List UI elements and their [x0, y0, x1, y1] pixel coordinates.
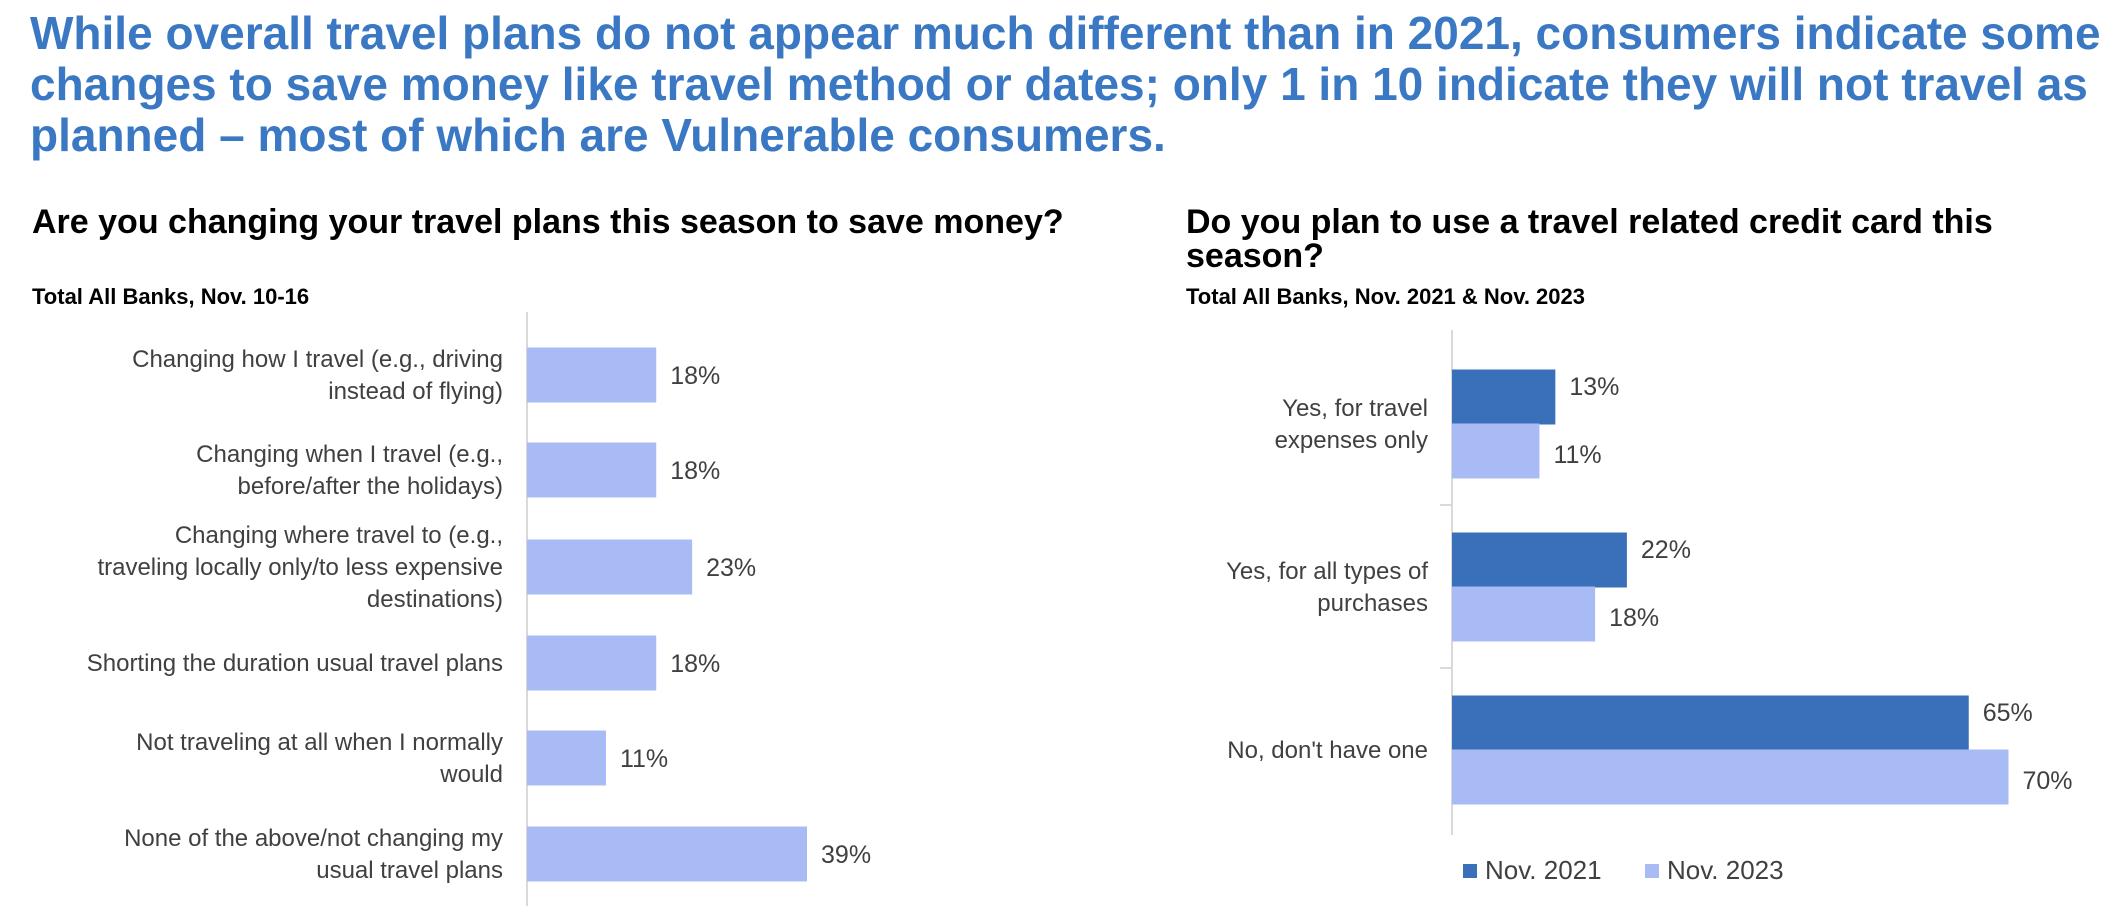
group-label-1: Yes, for travel expenses only	[1275, 395, 1428, 454]
bar-nov2021-2	[1452, 532, 1627, 588]
value-label-nov2023-3: 70%	[2023, 767, 2073, 795]
category-label-5-line: Not traveling at all when I normally	[136, 729, 503, 756]
bar-4	[527, 635, 657, 691]
category-label-6-line: None of the above/not changing my	[124, 825, 503, 852]
legend-swatch-2	[1645, 864, 1659, 878]
bar-1	[527, 347, 657, 403]
group-label-1-line: Yes, for travel	[1282, 395, 1428, 422]
group-label-3-line: No, don't have one	[1227, 737, 1428, 764]
left-chart-subtitle: Total All Banks, Nov. 10-16	[32, 284, 310, 309]
category-label-3: Changing where travel to (e.g., traveling…	[97, 522, 503, 613]
legend-swatch-1	[1463, 864, 1477, 878]
category-label-1: Changing how I travel (e.g., driving inst…	[132, 346, 503, 405]
bar-6	[527, 826, 808, 882]
category-label-3-line: Changing where travel to (e.g.,	[175, 522, 503, 549]
value-label-5: 11%	[620, 745, 668, 773]
category-label-5: Not traveling at all when I normally woul…	[136, 729, 503, 788]
group-label-2: Yes, for all types of purchases	[1226, 558, 1428, 617]
category-label-2: Changing when I travel (e.g., before/afte…	[196, 441, 503, 500]
bar-3	[527, 539, 693, 595]
legend-label-1: Nov. 2021	[1485, 855, 1602, 885]
value-label-nov2023-2: 18%	[1609, 604, 1659, 632]
right-chart-title: Do you plan to use a travel related cred…	[1186, 203, 1993, 275]
bar-2	[527, 442, 657, 498]
category-label-3-line: traveling locally only/to less expensive	[97, 554, 503, 581]
value-label-1: 18%	[670, 362, 720, 390]
category-label-4: Shorting the duration usual travel plans	[87, 650, 503, 677]
value-label-3: 23%	[706, 554, 756, 582]
category-label-4-line: Shorting the duration usual travel plans	[87, 650, 503, 677]
value-label-nov2021-2: 22%	[1641, 536, 1691, 564]
group-label-3: No, don't have one	[1227, 737, 1428, 764]
bar-nov2021-1	[1452, 369, 1556, 425]
headline: While overall travel plans do not appear…	[30, 7, 2101, 161]
value-label-4: 18%	[670, 650, 720, 678]
value-label-nov2021-3: 65%	[1983, 699, 2033, 727]
category-label-5-line: would	[439, 761, 503, 788]
bar-nov2023-3	[1452, 749, 2009, 805]
category-label-1-line: instead of flying)	[328, 378, 503, 405]
group-label-1-line: expenses only	[1275, 427, 1428, 454]
category-label-1-line: Changing how I travel (e.g., driving	[132, 346, 503, 373]
group-label-2-line: Yes, for all types of	[1226, 558, 1428, 585]
value-label-2: 18%	[670, 457, 720, 485]
right-chart-subtitle: Total All Banks, Nov. 2021 & Nov. 2023	[1186, 284, 1585, 309]
bar-nov2023-2	[1452, 586, 1596, 642]
value-label-nov2021-1: 13%	[1569, 373, 1619, 401]
value-label-nov2023-1: 11%	[1553, 441, 1601, 469]
category-label-2-line: before/after the holidays)	[238, 473, 504, 500]
legend-label-2: Nov. 2023	[1667, 855, 1784, 885]
category-label-6-line: usual travel plans	[316, 857, 503, 884]
group-label-2-line: purchases	[1317, 590, 1428, 617]
value-label-6: 39%	[821, 841, 871, 869]
bar-nov2021-3	[1452, 695, 1969, 751]
category-label-3-line: destinations)	[367, 586, 503, 613]
left-chart-title: Are you changing your travel plans this …	[32, 203, 1064, 241]
bar-nov2023-1	[1452, 423, 1540, 479]
category-label-6: None of the above/not changing my usual t…	[124, 825, 503, 884]
category-label-2-line: Changing when I travel (e.g.,	[196, 441, 503, 468]
bar-5	[527, 730, 606, 786]
